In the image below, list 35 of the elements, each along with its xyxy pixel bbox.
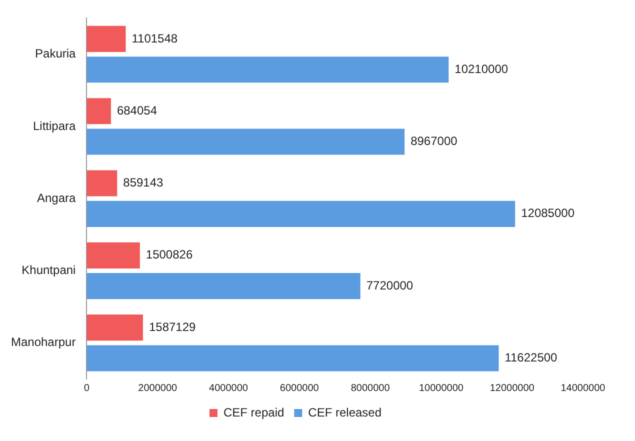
data-label: 10210000 [454, 62, 508, 76]
x-tick-label: 12000000 [490, 382, 535, 394]
legend-label: CEF released [308, 405, 382, 420]
data-label: 684054 [116, 103, 158, 118]
data-label: 7720000 [366, 278, 414, 292]
bar [86, 345, 499, 372]
y-tick-label: Pakuria [35, 46, 76, 61]
y-tick-label: Manoharpur [10, 335, 76, 350]
data-label: 11622500 [504, 350, 558, 365]
x-tick-label: 8000000 [350, 382, 390, 394]
y-tick-label: Angara [37, 190, 76, 205]
bar [86, 56, 449, 83]
y-tick-label: Khuntpani [22, 263, 76, 278]
data-label: 1587129 [148, 320, 196, 334]
data-label: 1101548 [132, 31, 178, 46]
x-tick-label: 6000000 [280, 382, 320, 394]
bar [86, 200, 516, 227]
bar [86, 273, 360, 300]
data-label: 12085000 [521, 206, 575, 220]
data-label: 1500826 [146, 248, 193, 262]
bar [86, 314, 143, 341]
x-tick-label: 14000000 [560, 382, 606, 394]
bar [86, 170, 118, 196]
bar [86, 242, 140, 268]
y-tick-label: Littipara [33, 118, 76, 133]
data-label: 8967000 [410, 134, 458, 148]
x-tick-label: 2000000 [138, 382, 178, 394]
bar [86, 26, 126, 52]
bar [86, 128, 405, 155]
x-tick-label: 0 [84, 382, 90, 394]
x-tick-label: 4000000 [209, 382, 248, 394]
x-tick-label: 10000000 [418, 382, 464, 394]
data-label: 859143 [123, 176, 164, 190]
legend-label: CEF repaid [223, 405, 284, 420]
bar [86, 98, 111, 124]
